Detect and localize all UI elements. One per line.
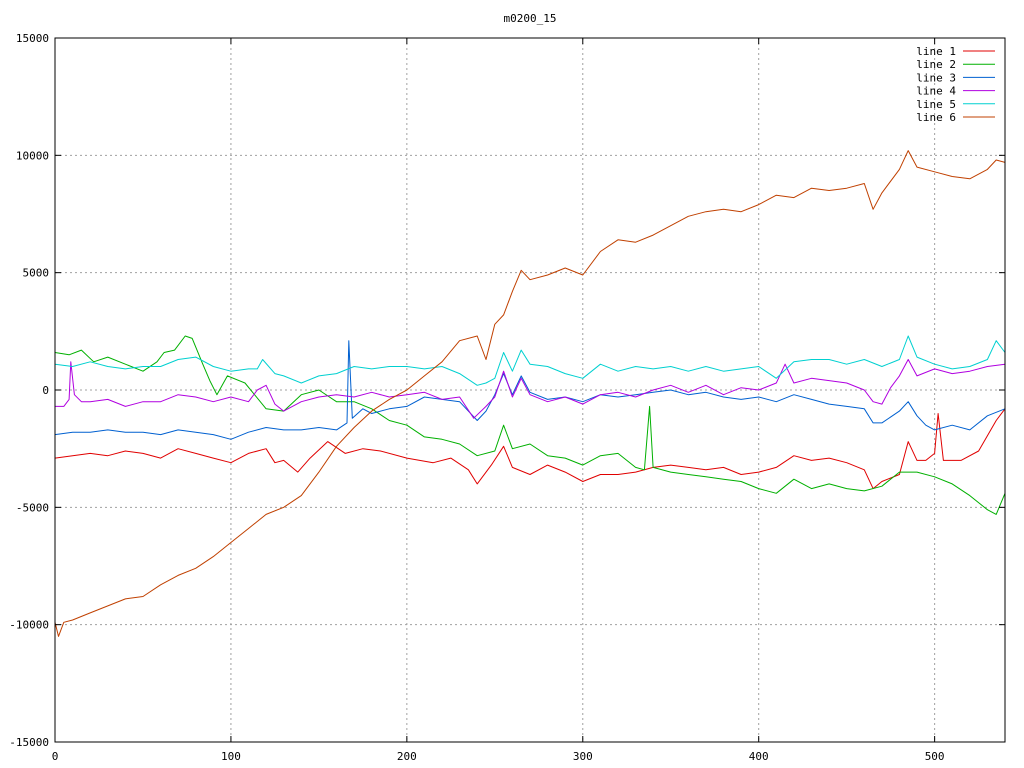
series-line-1 — [54, 408, 1006, 490]
chart-title: m0200_15 — [504, 12, 557, 25]
legend-label-1: line 1 — [916, 45, 956, 58]
x-tick-label: 300 — [573, 750, 593, 763]
y-tick-labels: -15000 -10000 -5000 0 5000 10000 15000 — [9, 32, 49, 749]
legend-label-5: line 5 — [916, 98, 956, 111]
y-tick-label: 0 — [42, 384, 49, 397]
legend-label-3: line 3 — [916, 71, 956, 84]
legend-label-4: line 4 — [916, 85, 956, 98]
series-line-4 — [55, 359, 1006, 419]
series-lines — [54, 150, 1006, 637]
legend-label-2: line 2 — [916, 58, 956, 71]
y-tick-label: -10000 — [9, 619, 49, 632]
y-tick-label: -5000 — [16, 501, 49, 514]
y-tick-label: -15000 — [9, 736, 49, 749]
x-tick-label: 0 — [52, 750, 59, 763]
axis-ticks — [54, 37, 1005, 743]
series-line-3 — [54, 340, 1006, 440]
series-line-2 — [54, 335, 1006, 515]
x-tick-label: 100 — [221, 750, 241, 763]
y-tick-label: 10000 — [16, 149, 49, 162]
grid-lines — [55, 38, 1005, 742]
series-line-5 — [54, 335, 1006, 386]
x-tick-labels: 0 100 200 300 400 500 — [52, 750, 945, 763]
y-tick-label: 5000 — [23, 267, 50, 280]
legend-label-6: line 6 — [916, 111, 956, 124]
x-tick-label: 500 — [925, 750, 945, 763]
y-tick-label: 15000 — [16, 32, 49, 45]
series-line-6 — [54, 150, 1006, 637]
x-tick-label: 200 — [397, 750, 417, 763]
x-tick-label: 400 — [749, 750, 769, 763]
